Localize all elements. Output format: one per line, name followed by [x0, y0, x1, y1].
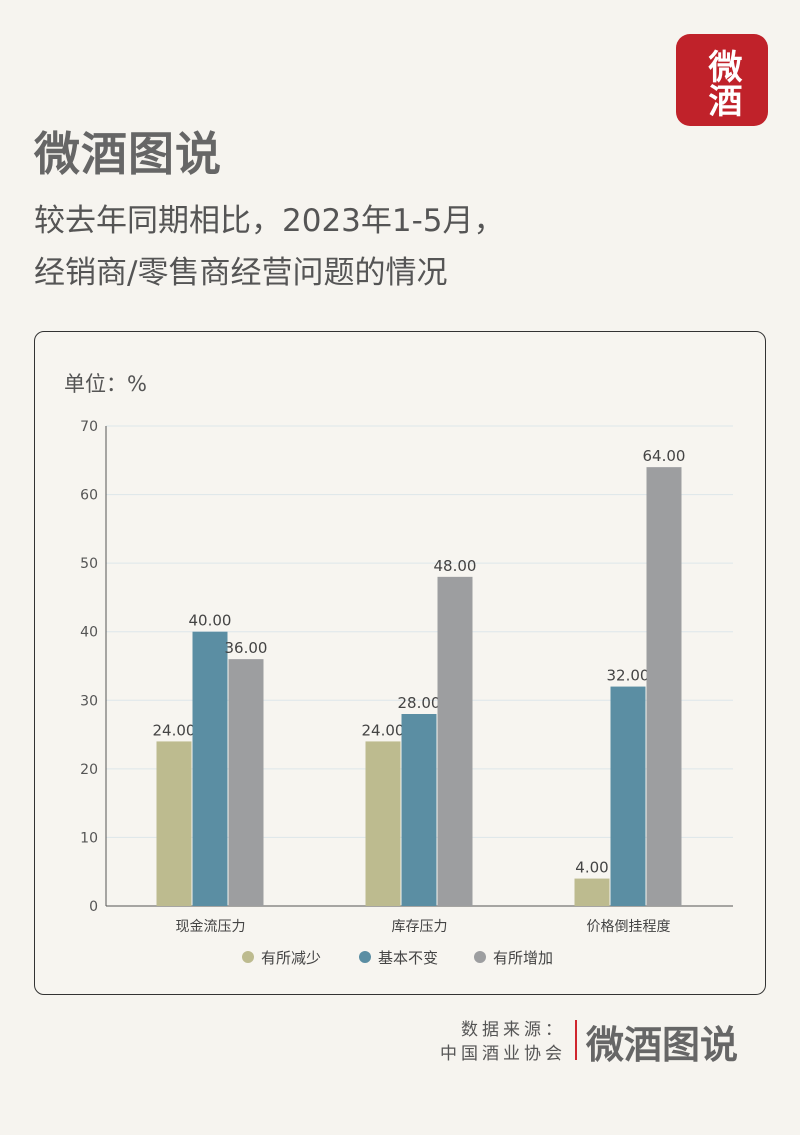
y-tick-label: 40: [80, 625, 98, 641]
data-label: 32.00: [607, 667, 650, 685]
x-tick-label: 现金流压力: [176, 919, 246, 935]
app-logo-text: 微酒: [702, 49, 742, 117]
bar: [228, 659, 264, 906]
title-line-2: 经销商/零售商经营问题的情况: [34, 255, 448, 291]
source: 数据来源： 中国酒业协会: [440, 1018, 566, 1066]
unit-label: 单位：%: [64, 372, 147, 396]
y-tick-label: 10: [80, 830, 98, 846]
y-tick-label: 0: [89, 899, 98, 915]
y-tick-label: 50: [80, 556, 98, 572]
bar: [401, 714, 437, 906]
y-tick-label: 20: [80, 762, 98, 778]
legend-label: 基本不变: [378, 949, 438, 967]
data-label: 24.00: [362, 721, 405, 739]
page-title: 较去年同期相比，2023年1-5月， 经销商/零售商经营问题的情况: [34, 195, 505, 299]
legend-marker: [242, 951, 254, 963]
app-logo: 微酒: [676, 34, 768, 126]
footer-brand-logo: 微酒图说: [586, 1023, 739, 1067]
data-label: 48.00: [434, 557, 477, 575]
bar: [365, 741, 401, 906]
bar: [610, 686, 646, 906]
legend-label: 有所减少: [261, 949, 321, 967]
x-tick-label: 库存压力: [392, 919, 448, 935]
y-tick-label: 70: [80, 419, 98, 435]
source-value: 中国酒业协会: [440, 1044, 566, 1064]
bar: [192, 631, 228, 906]
bar: [156, 741, 192, 906]
title-line-1: 较去年同期相比，2023年1-5月，: [34, 203, 505, 239]
legend-marker: [359, 951, 371, 963]
data-label: 28.00: [398, 694, 441, 712]
legend-marker: [474, 951, 486, 963]
bar: [574, 878, 610, 906]
x-tick-label: 价格倒挂程度: [587, 919, 671, 935]
y-tick-label: 30: [80, 693, 98, 709]
bar: [646, 467, 682, 906]
data-label: 36.00: [225, 639, 268, 657]
bar: [437, 576, 473, 906]
divider: [575, 1020, 577, 1060]
y-tick-label: 60: [80, 488, 98, 504]
brand-logo: 微酒图说: [34, 127, 222, 181]
data-label: 24.00: [153, 721, 196, 739]
source-label: 数据来源：: [461, 1020, 566, 1040]
data-label: 64.00: [643, 447, 686, 465]
data-label: 40.00: [189, 612, 232, 630]
data-label: 4.00: [575, 859, 608, 877]
legend-label: 有所增加: [493, 949, 553, 967]
